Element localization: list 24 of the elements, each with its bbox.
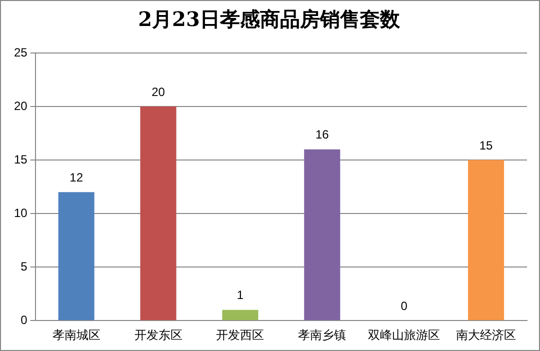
data-label: 1 bbox=[236, 288, 244, 302]
bar bbox=[468, 160, 504, 320]
bar bbox=[222, 310, 258, 320]
x-tick-label: 孝南城区 bbox=[52, 328, 100, 342]
data-label: 12 bbox=[70, 170, 84, 184]
x-tick-label: 孝南乡镇 bbox=[298, 328, 346, 342]
bar bbox=[58, 192, 94, 320]
y-tick-label: 10 bbox=[14, 206, 28, 220]
data-label: 15 bbox=[479, 138, 494, 152]
data-label: 16 bbox=[315, 128, 330, 142]
x-tick-label: 双峰山旅游区 bbox=[368, 328, 440, 342]
x-tick-label: 南大经济区 bbox=[456, 328, 516, 342]
chart-title: 2月23日孝感商品房销售套数 bbox=[138, 7, 401, 32]
data-label: 0 bbox=[400, 298, 408, 313]
y-tick-label: 0 bbox=[20, 312, 28, 327]
y-tick-label: 5 bbox=[20, 259, 28, 274]
y-tick-label: 15 bbox=[14, 152, 28, 166]
data-label: 20 bbox=[152, 84, 166, 99]
x-tick-label: 开发东区 bbox=[134, 328, 182, 342]
y-tick-label: 25 bbox=[14, 45, 28, 60]
x-tick-label: 开发西区 bbox=[216, 328, 264, 342]
y-tick-label: 20 bbox=[14, 98, 28, 113]
bar bbox=[304, 149, 340, 320]
bar bbox=[140, 106, 176, 320]
